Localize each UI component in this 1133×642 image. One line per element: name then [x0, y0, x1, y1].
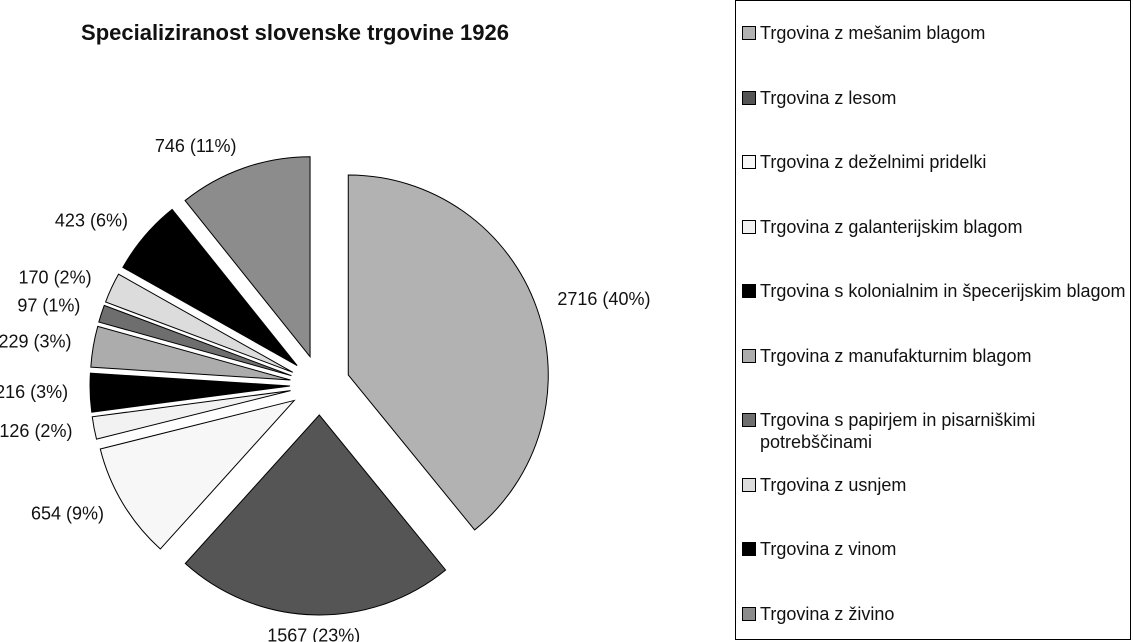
legend-swatch	[742, 348, 756, 363]
legend-entry: Trgovina z deželnimi pridelki	[742, 151, 1127, 173]
pie-slice	[347, 174, 549, 531]
legend-label: Trgovina z vinom	[760, 539, 897, 559]
legend-swatch	[742, 26, 756, 40]
data-label: 170 (2%)	[19, 267, 92, 287]
pie-slice	[99, 399, 296, 550]
pie-slice	[104, 273, 294, 373]
legend: Trgovina z mešanim blagom Trgovina z leso…	[735, 0, 1131, 640]
legend-label: Trgovina s kolonialnim in špecerijskim b…	[760, 281, 1126, 301]
pie-slice	[122, 208, 298, 367]
pie-slice	[90, 325, 291, 381]
pie-slice	[98, 304, 292, 377]
legend-label: Trgovina z živino	[760, 603, 895, 624]
legend-entry: Trgovina z živino	[742, 603, 1127, 625]
legend-label: Trgovina s papirjem in pisarniškimi potr…	[760, 410, 1036, 452]
pie-slice	[91, 390, 291, 440]
legend-swatch	[742, 606, 756, 621]
data-label: 654 (9%)	[31, 504, 104, 524]
legend-entry: Trgovina s papirjem in pisarniškimi potr…	[742, 409, 1127, 453]
legend-label: Trgovina z usnjem	[760, 474, 907, 495]
legend-label: Trgovina z galanterijskim blagom	[760, 216, 1023, 237]
chart-title: Specializiranost slovenske trgovine 1926	[81, 20, 509, 45]
data-label: 423 (6%)	[55, 211, 128, 231]
legend-entry: Trgovina z lesom	[742, 87, 1127, 109]
data-label: 97 (1%)	[17, 296, 80, 316]
legend-swatch	[742, 155, 756, 169]
data-label: 1567 (23%)	[267, 626, 360, 642]
legend-entry: Trgovina z vinom	[742, 538, 1127, 560]
legend-label: Trgovina z mešanim blagom	[760, 23, 986, 43]
data-label: 216 (3%)	[0, 382, 68, 402]
legend-swatch	[742, 477, 756, 492]
data-label: 229 (3%)	[0, 332, 72, 352]
legend-swatch	[742, 90, 756, 105]
data-label: 2716 (40%)	[557, 289, 650, 309]
legend-swatch	[742, 542, 756, 556]
legend-swatch	[742, 284, 756, 298]
pie-slice	[184, 156, 311, 359]
legend-label: Trgovina z deželnimi pridelki	[760, 152, 987, 172]
legend-swatch	[742, 219, 756, 234]
pie-slice	[89, 372, 291, 413]
legend-entry: Trgovina z mešanim blagom	[742, 22, 1127, 44]
legend-label: Trgovina z lesom	[760, 87, 897, 108]
data-label: 746 (11%)	[155, 136, 237, 156]
legend-entry: Trgovina s kolonialnim in špecerijskim b…	[742, 280, 1127, 302]
chart: Specializiranost slovenske trgovine 1926…	[0, 20, 650, 642]
legend-entry: Trgovina z manufakturnim blagom	[742, 345, 1127, 367]
legend-swatch	[742, 413, 756, 427]
legend-label: Trgovina z manufakturnim blagom	[760, 345, 1032, 366]
legend-entry: Trgovina z galanterijskim blagom	[742, 216, 1127, 238]
pie-slice	[184, 414, 447, 616]
data-label: 126 (2%)	[0, 421, 72, 441]
legend-entry: Trgovina z usnjem	[742, 474, 1127, 496]
